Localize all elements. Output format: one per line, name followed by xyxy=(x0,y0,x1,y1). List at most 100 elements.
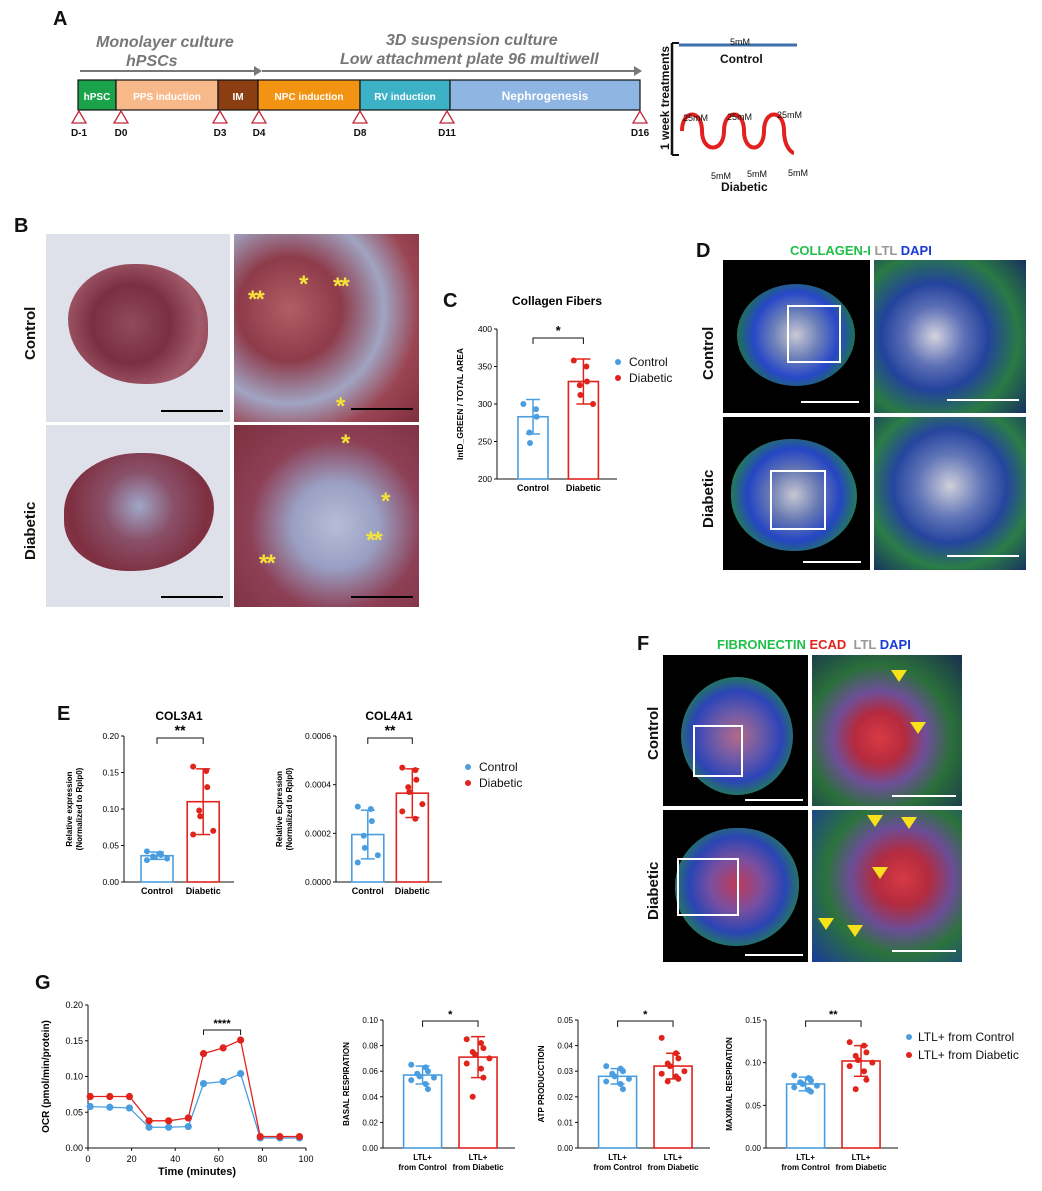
data-point xyxy=(145,1117,153,1125)
data-point xyxy=(527,440,533,446)
histology-control-overview xyxy=(46,234,230,422)
data-point xyxy=(664,1078,671,1085)
zoom-box xyxy=(770,470,826,530)
y-tick-label: 0.10 xyxy=(362,1016,378,1025)
data-point xyxy=(151,854,157,861)
if-collagen-control-overview xyxy=(723,260,870,413)
data-point xyxy=(681,1068,688,1075)
y-tick-label: 0.04 xyxy=(557,1042,573,1051)
data-point xyxy=(413,776,420,783)
row-label-diabetic-b: Diabetic xyxy=(22,501,39,560)
timeline-segment-label: PPS induction xyxy=(133,92,201,103)
panel-label-b: B xyxy=(14,215,29,237)
data-point xyxy=(424,1068,431,1075)
data-point xyxy=(210,827,217,834)
data-point xyxy=(480,1045,487,1052)
data-point xyxy=(463,1036,470,1043)
data-point xyxy=(577,392,584,398)
timeline-segment-label: Nephrogenesis xyxy=(502,89,589,103)
y-tick-label: 0.01 xyxy=(557,1118,573,1127)
data-point xyxy=(368,818,375,825)
data-point xyxy=(791,1072,798,1079)
data-point xyxy=(526,429,533,436)
timeline-header-hpscs: hPSCs xyxy=(126,53,178,70)
data-point xyxy=(807,1077,814,1084)
day-marker xyxy=(351,109,369,124)
significance-label: ** xyxy=(385,722,396,738)
y-axis-label: MAXIMAL RESPIRATION xyxy=(725,1037,734,1131)
y-axis-label: BASAL RESPIRATION xyxy=(342,1042,351,1126)
day-label: D16 xyxy=(631,128,650,139)
if-fibronectin-diabetic-overview xyxy=(663,810,808,962)
data-point xyxy=(584,378,590,385)
day-label: D4 xyxy=(253,128,266,139)
data-point xyxy=(361,844,368,851)
y-tick-label: 0.00 xyxy=(102,877,119,887)
x-tick-label: LTL+ xyxy=(413,1153,432,1162)
y-tick-label: 0.20 xyxy=(65,1000,83,1010)
significance-bracket xyxy=(367,737,413,744)
data-point xyxy=(791,1084,798,1091)
data-point xyxy=(675,1055,682,1062)
data-point xyxy=(419,801,426,808)
day-label: D-1 xyxy=(71,128,88,139)
star-marker: * xyxy=(381,488,390,515)
significance-bracket xyxy=(156,737,204,744)
treatment-diagram xyxy=(670,42,797,156)
x-tick-label: 100 xyxy=(298,1154,313,1164)
timeline-diagram: hPSC PPS induction IM NPC induction RV induc… xyxy=(70,66,650,139)
row-label-diabetic-f: Diabetic xyxy=(645,861,662,920)
data-point xyxy=(619,1086,626,1093)
data-point xyxy=(86,1092,94,1101)
data-point xyxy=(219,1077,227,1086)
day-marker xyxy=(250,109,268,124)
data-point xyxy=(667,1063,674,1070)
data-point xyxy=(619,1068,626,1075)
timeline-segment-label: RV induction xyxy=(374,92,435,103)
data-point xyxy=(799,1081,806,1087)
data-point xyxy=(861,1042,868,1049)
data-point xyxy=(861,1068,868,1075)
day-marker xyxy=(631,109,649,124)
y-tick-label: 0.00 xyxy=(745,1144,761,1153)
x-tick-label: LTL+ xyxy=(608,1153,627,1162)
data-point xyxy=(256,1132,264,1141)
y-axis-label: IntD_GREEN / TOTAL AREA xyxy=(455,348,465,460)
data-point xyxy=(199,1080,208,1088)
day-marker xyxy=(211,109,229,124)
legend-control-marker xyxy=(906,1034,912,1040)
row-label-control-b: Control xyxy=(22,306,39,360)
data-point xyxy=(863,1049,870,1056)
data-point xyxy=(360,832,367,839)
data-point xyxy=(190,831,197,838)
y-tick-label: 0.0000 xyxy=(305,877,331,887)
bar xyxy=(402,1074,443,1149)
x-tick-label: Diabetic xyxy=(566,483,601,493)
timeline-segment xyxy=(115,79,219,111)
significance-label: ** xyxy=(829,1009,838,1021)
data-point xyxy=(852,1086,859,1093)
data-point xyxy=(143,848,150,855)
timeline-segment-label: IM xyxy=(232,92,243,103)
data-point xyxy=(86,1102,94,1111)
y-axis-label: ATP PRODUCCTION xyxy=(537,1045,546,1122)
panel-label-e: E xyxy=(57,703,71,725)
data-point xyxy=(416,1073,423,1080)
y-axis-label: (Normalized to Rplp0) xyxy=(285,767,294,850)
y-tick-label: 0.00 xyxy=(362,1144,378,1153)
legend-diabetic-marker xyxy=(465,780,471,786)
data-point xyxy=(412,767,419,774)
x-tick-label: 60 xyxy=(214,1154,224,1164)
series-line xyxy=(90,1039,300,1138)
x-tick-label: LTL+ xyxy=(796,1153,815,1162)
y-tick-label: 0.0006 xyxy=(305,731,331,741)
data-point xyxy=(846,1039,853,1046)
data-point xyxy=(184,1122,192,1131)
panel-label-f: F xyxy=(637,633,650,655)
x-tick-label: Diabetic xyxy=(395,886,430,896)
y-tick-label: 0.20 xyxy=(102,731,119,741)
diabetic-label: Diabetic xyxy=(721,180,768,194)
day-label: D0 xyxy=(115,128,128,139)
x-tick-label: Control xyxy=(517,483,549,493)
panel-label-c: C xyxy=(443,290,458,312)
